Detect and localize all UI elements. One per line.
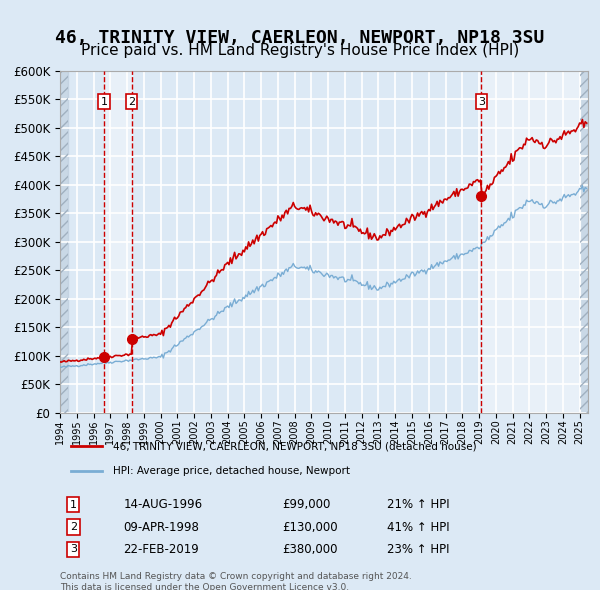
Bar [60,71,68,413]
Text: 41% ↑ HPI: 41% ↑ HPI [388,520,450,533]
Text: HPI: Average price, detached house, Newport: HPI: Average price, detached house, Newp… [113,466,350,476]
Text: 2: 2 [70,522,77,532]
Text: Contains HM Land Registry data © Crown copyright and database right 2024.
This d: Contains HM Land Registry data © Crown c… [60,572,412,590]
Text: 2: 2 [128,97,135,107]
Bar [481,71,580,413]
Text: 1: 1 [70,500,77,510]
Text: 09-APR-1998: 09-APR-1998 [124,520,199,533]
Text: 3: 3 [478,97,485,107]
Text: 23% ↑ HPI: 23% ↑ HPI [388,543,450,556]
Text: 14-AUG-1996: 14-AUG-1996 [124,498,202,511]
Bar [580,71,588,413]
Bar [104,71,131,413]
Text: 46, TRINITY VIEW, CAERLEON, NEWPORT, NP18 3SU (detached house): 46, TRINITY VIEW, CAERLEON, NEWPORT, NP1… [113,441,476,451]
Text: £99,000: £99,000 [282,498,330,511]
Text: 21% ↑ HPI: 21% ↑ HPI [388,498,450,511]
Text: 22-FEB-2019: 22-FEB-2019 [124,543,199,556]
Text: 46, TRINITY VIEW, CAERLEON, NEWPORT, NP18 3SU: 46, TRINITY VIEW, CAERLEON, NEWPORT, NP1… [55,30,545,47]
Text: £130,000: £130,000 [282,520,337,533]
Text: 1: 1 [100,97,107,107]
Bar [580,71,588,413]
Text: Price paid vs. HM Land Registry's House Price Index (HPI): Price paid vs. HM Land Registry's House … [81,42,519,58]
Text: £380,000: £380,000 [282,543,337,556]
Text: 3: 3 [70,545,77,555]
Bar [60,71,68,413]
